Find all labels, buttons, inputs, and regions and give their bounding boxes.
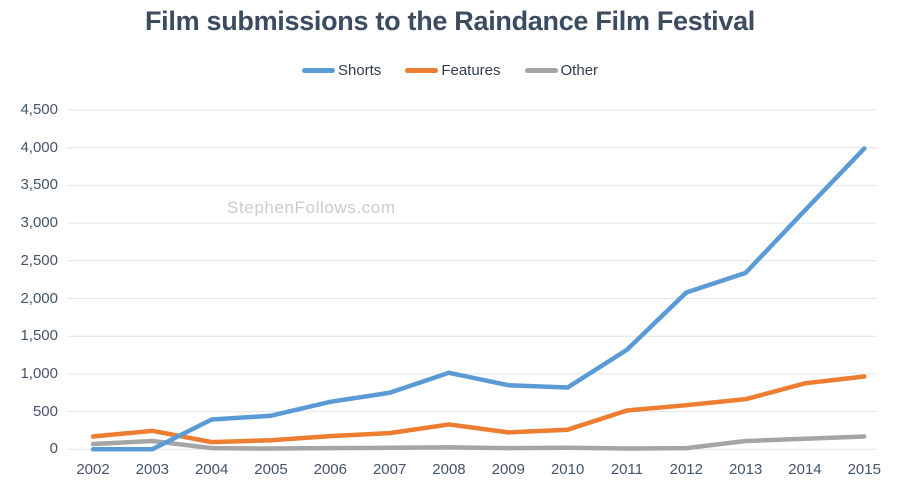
series-line-shorts — [90, 146, 867, 452]
y-tick-label: 2,000 — [20, 289, 58, 307]
y-tick-label: 1,500 — [20, 327, 58, 345]
series-line-features — [90, 374, 867, 445]
y-tick-label: 0 — [49, 440, 58, 458]
watermark-text: StephenFollows.com — [227, 198, 396, 217]
x-tick-label: 2014 — [788, 461, 822, 478]
x-tick-label: 2009 — [491, 461, 525, 478]
x-tick-label: 2006 — [313, 461, 347, 478]
y-tick-label: 4,500 — [20, 101, 58, 118]
y-tick-label: 4,000 — [20, 138, 58, 156]
x-tick-label: 2008 — [432, 461, 466, 478]
legend-swatch-features — [405, 67, 439, 73]
legend: Shorts Features Other — [0, 59, 900, 81]
x-tick-label: 2007 — [372, 461, 407, 478]
legend-swatch-shorts — [301, 67, 335, 73]
y-tick-label: 3,500 — [20, 176, 58, 194]
x-tick-label: 2003 — [135, 461, 170, 478]
x-tick-label: 2010 — [550, 461, 585, 478]
x-tick-label: 2012 — [669, 461, 703, 478]
x-tick-label: 2005 — [254, 461, 288, 478]
legend-label: Features — [441, 61, 501, 79]
x-tick-label: 2004 — [194, 461, 229, 478]
legend-label: Shorts — [337, 61, 382, 79]
legend-swatch-other — [524, 67, 558, 73]
y-tick-label: 2,500 — [20, 251, 58, 269]
chart-title: Film submissions to the Raindance Film F… — [144, 6, 756, 36]
y-tick-label: 1,000 — [20, 364, 58, 382]
x-tick-label: 2002 — [76, 461, 110, 478]
y-tick-label: 500 — [32, 402, 58, 420]
y-tick-label: 3,000 — [20, 214, 58, 232]
x-tick-label: 2015 — [847, 461, 881, 478]
legend-item-shorts: Shorts — [301, 61, 382, 79]
legend-item-features: Features — [405, 61, 501, 79]
series-line-other — [90, 434, 867, 451]
x-tick-label: 2011 — [610, 461, 644, 478]
x-tick-label: 2013 — [728, 461, 763, 478]
legend-label: Other — [560, 61, 599, 79]
legend-item-other: Other — [524, 61, 599, 79]
